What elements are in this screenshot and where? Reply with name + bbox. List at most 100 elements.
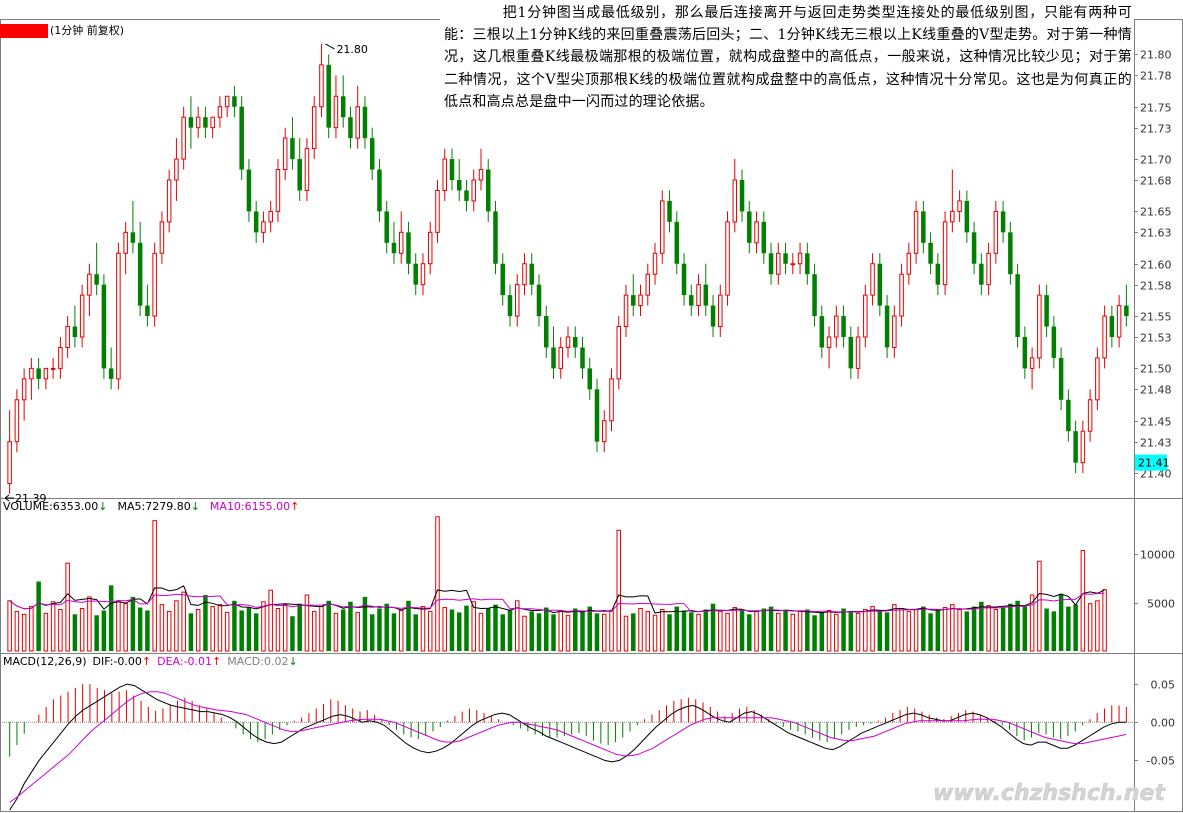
volume-bar bbox=[181, 591, 186, 652]
volume-bar bbox=[500, 614, 505, 651]
candle-body bbox=[732, 179, 738, 223]
candle-body bbox=[645, 273, 651, 296]
candle bbox=[14, 389, 20, 453]
volume-bar bbox=[979, 601, 984, 651]
volume-bar bbox=[964, 611, 970, 651]
volume-bar bbox=[210, 606, 215, 652]
candle bbox=[29, 357, 34, 400]
volume-bar bbox=[732, 607, 738, 652]
candle-body bbox=[587, 368, 593, 390]
candle-body bbox=[130, 232, 136, 243]
volume-bar bbox=[761, 608, 767, 651]
candle bbox=[870, 253, 875, 306]
candle-body bbox=[282, 137, 288, 171]
candle bbox=[551, 326, 556, 379]
candle bbox=[696, 274, 701, 317]
volume-axis: 5000 10000 bbox=[1134, 549, 1175, 611]
volume-bar bbox=[986, 605, 991, 652]
price-tick-label: 21.63 bbox=[1140, 227, 1172, 240]
candle bbox=[1008, 221, 1013, 285]
candle bbox=[137, 221, 143, 317]
candle-body bbox=[942, 221, 948, 286]
candle bbox=[478, 148, 484, 191]
candle bbox=[377, 159, 382, 222]
candle bbox=[638, 284, 643, 317]
low-marker-label: 21.39 bbox=[15, 492, 47, 505]
candle bbox=[928, 232, 933, 275]
volume-bar bbox=[116, 600, 121, 652]
candle bbox=[1124, 284, 1129, 327]
candle-body bbox=[739, 180, 745, 212]
volume-bar bbox=[253, 613, 259, 651]
candle-body bbox=[899, 273, 904, 317]
volume-bar bbox=[1066, 606, 1071, 651]
candle-body bbox=[493, 211, 498, 264]
candle bbox=[979, 253, 984, 296]
volume-bar bbox=[420, 606, 426, 652]
candle bbox=[645, 263, 651, 306]
candle-body bbox=[377, 169, 382, 212]
candle bbox=[602, 410, 607, 453]
candle bbox=[1066, 389, 1071, 442]
candle-body bbox=[1124, 305, 1129, 317]
price-tick-label: 21.48 bbox=[1140, 384, 1172, 397]
volume-bar bbox=[261, 601, 266, 652]
candle bbox=[43, 367, 49, 390]
volume-bar bbox=[304, 594, 310, 652]
candle bbox=[783, 242, 788, 275]
candle-body bbox=[1022, 337, 1028, 369]
chart-frame bbox=[0, 19, 1183, 812]
volume-bar bbox=[101, 610, 107, 651]
candle bbox=[754, 211, 759, 254]
macd-legend: MACD(12,26,9) DIF:-0.00↑ DEA:-0.01↑ MACD:0.… bbox=[3, 655, 298, 668]
volume-bar bbox=[297, 603, 302, 651]
volume-bar bbox=[884, 612, 890, 651]
volume-bar bbox=[362, 596, 368, 651]
volume-bar bbox=[282, 604, 288, 652]
candle-body bbox=[36, 368, 41, 379]
candle bbox=[594, 378, 600, 453]
candle-body bbox=[638, 294, 643, 307]
candle bbox=[725, 211, 730, 306]
candle bbox=[72, 305, 78, 348]
candle-body bbox=[94, 274, 99, 285]
volume-bar bbox=[427, 610, 433, 652]
volume-bar bbox=[166, 610, 172, 652]
candle bbox=[892, 305, 897, 358]
candle bbox=[130, 200, 136, 254]
volume-tick-label: 10000 bbox=[1140, 549, 1175, 562]
candle-body bbox=[826, 336, 832, 348]
candle-body bbox=[718, 294, 723, 328]
candle-body bbox=[123, 231, 128, 254]
candle-body bbox=[485, 169, 491, 212]
volume-bar bbox=[950, 604, 955, 652]
volume-bar bbox=[442, 607, 447, 652]
candle-body bbox=[1000, 211, 1006, 233]
candle bbox=[863, 284, 868, 348]
candle-body bbox=[427, 231, 433, 265]
volume-bar bbox=[703, 609, 709, 651]
candle bbox=[616, 316, 622, 390]
volume-bar bbox=[94, 615, 99, 651]
candle bbox=[1037, 284, 1042, 369]
volume-tick-label: 5000 bbox=[1147, 598, 1175, 611]
volume-bar bbox=[1102, 589, 1107, 652]
volume-bar bbox=[558, 609, 563, 652]
candle bbox=[340, 75, 346, 128]
candle-body bbox=[116, 252, 121, 380]
volume-bar bbox=[1051, 611, 1057, 651]
volume-bar bbox=[718, 610, 723, 652]
candle-body bbox=[870, 263, 875, 296]
candle bbox=[58, 337, 63, 379]
volume-bar bbox=[72, 614, 78, 651]
volume-legend: VOLUME:6353.00↓ MA5:7279.80↓ MA10:6155.00↑ bbox=[3, 500, 299, 513]
volume-bar bbox=[645, 610, 651, 652]
volume-bar bbox=[812, 615, 817, 651]
candle-body bbox=[232, 96, 237, 107]
high-marker-arrow bbox=[325, 43, 335, 50]
volume-bar bbox=[464, 605, 469, 651]
candle-body bbox=[1051, 326, 1057, 358]
candle-body bbox=[435, 189, 440, 233]
volume-bar bbox=[326, 600, 331, 651]
candle-body bbox=[928, 242, 933, 264]
